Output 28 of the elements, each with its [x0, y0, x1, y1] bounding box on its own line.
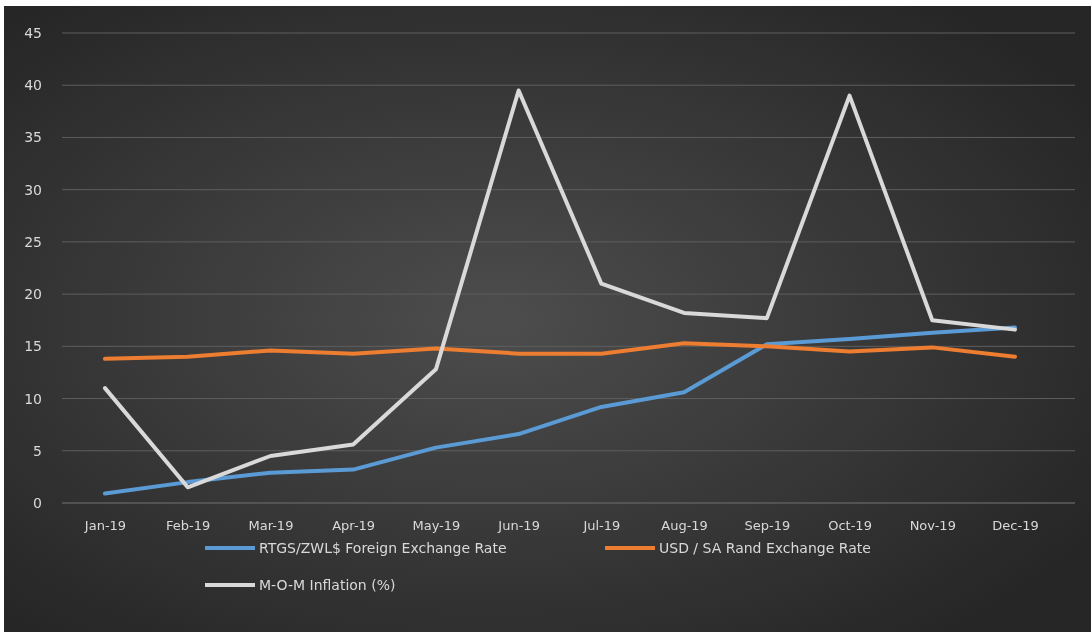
x-tick-label: May-19: [412, 518, 461, 534]
x-tick-label: Oct-19: [828, 518, 872, 534]
legend-label: USD / SA Rand Exchange Rate: [659, 540, 871, 556]
y-tick-label: 30: [24, 181, 42, 198]
y-tick-label: 5: [33, 442, 42, 459]
y-tick-label: 10: [24, 390, 42, 407]
y-tick-label: 0: [33, 494, 42, 511]
x-tick-label: Jan-19: [83, 518, 127, 534]
x-tick-label: Dec-19: [992, 518, 1039, 534]
x-tick-label: Jul-19: [582, 518, 621, 534]
legend-label: M-O-M Inflation (%): [259, 577, 396, 593]
x-tick-label: Jun-19: [497, 518, 540, 534]
x-tick-label: Nov-19: [909, 518, 956, 534]
x-tick-label: Mar-19: [248, 518, 294, 534]
x-tick-label: Apr-19: [332, 518, 376, 534]
line-series: [103, 325, 1017, 496]
y-tick-label: 20: [24, 286, 42, 303]
x-tick-label: Sep-19: [744, 518, 791, 534]
line-series: [103, 88, 1017, 490]
y-tick-label: 45: [24, 24, 42, 41]
y-tick-label: 25: [24, 233, 42, 250]
line-series: [103, 341, 1017, 361]
y-tick-label: 15: [24, 338, 42, 355]
y-tick-label: 35: [24, 129, 42, 146]
x-tick-label: Aug-19: [661, 518, 708, 534]
legend-label: RTGS/ZWL$ Foreign Exchange Rate: [259, 540, 507, 556]
y-tick-label: 40: [24, 77, 42, 94]
x-tick-label: Feb-19: [166, 518, 211, 534]
